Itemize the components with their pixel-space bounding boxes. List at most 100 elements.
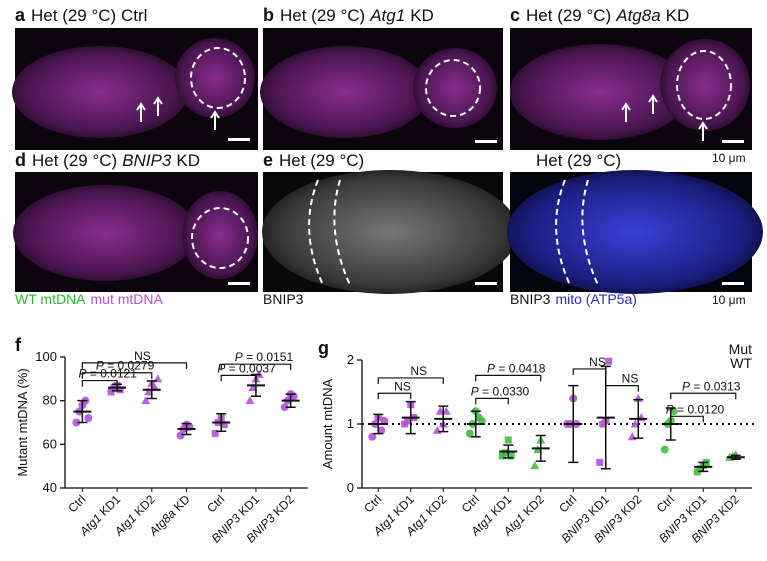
- data-point: [245, 396, 255, 405]
- title-part: KD: [176, 151, 200, 170]
- data-point: [504, 436, 512, 444]
- y-tick-label: 100: [35, 349, 57, 364]
- scale-bar-label: 10 μm: [712, 151, 746, 165]
- data-point: [465, 429, 474, 438]
- panel-letter: d: [15, 150, 26, 170]
- y-tick-label: 0: [347, 480, 354, 495]
- data-point: [507, 452, 515, 460]
- y-tick-label: 2: [347, 352, 354, 367]
- data-point: [660, 445, 669, 454]
- comparison-label: NS: [134, 349, 151, 363]
- image-d: [13, 172, 258, 292]
- title-part: Het (29 °C): [280, 6, 365, 25]
- data-point: [669, 407, 678, 416]
- y-tick-label: 80: [43, 393, 57, 408]
- title-part: BNIP3: [122, 151, 172, 170]
- data-point: [141, 396, 151, 405]
- data-point: [605, 357, 613, 365]
- panel-letter: a: [15, 5, 26, 25]
- image-b: [260, 28, 503, 150]
- title-part: Atg1: [369, 6, 405, 25]
- bracket: [670, 415, 704, 423]
- panel-title: b Het (29 °C) Atg1 KD: [263, 5, 434, 25]
- data-point: [176, 431, 185, 440]
- comparison-label: NS: [410, 364, 427, 378]
- title-part: Atg8a: [615, 6, 660, 25]
- comparison-label: P = 0.0120: [666, 402, 725, 416]
- legend-mito: mito (ATP5a): [555, 291, 636, 307]
- y-axis-label: Mutant mtDNA (%): [15, 368, 30, 476]
- bracket: [377, 377, 444, 384]
- legend: WT mtDNA mut mtDNA: [15, 291, 164, 307]
- bracket: [81, 379, 118, 387]
- legend-mut: mut mtDNA: [91, 291, 164, 307]
- data-point: [530, 461, 540, 470]
- bracket: [475, 397, 509, 405]
- data-point: [368, 432, 377, 441]
- panel-title: a Het (29 °C) Ctrl: [15, 5, 147, 25]
- bracket: [377, 392, 412, 400]
- panel-letter: f: [15, 335, 22, 355]
- bracket: [81, 372, 153, 379]
- data-point: [72, 418, 81, 427]
- y-tick-label: 60: [43, 436, 57, 451]
- bracket: [220, 363, 292, 371]
- y-axis-label: Amount mtDNA: [320, 379, 335, 470]
- panel-letter: e: [263, 150, 273, 170]
- legend-bnip3: BNIP3: [510, 291, 551, 307]
- data-point: [220, 421, 228, 429]
- data-point: [596, 458, 604, 466]
- comparison-label: P = 0.0279: [96, 359, 155, 373]
- title-part: Het (29 °C): [526, 6, 611, 25]
- panel-title: e Het (29 °C): [263, 150, 364, 170]
- data-point: [404, 417, 412, 425]
- title-part: KD: [410, 6, 434, 25]
- legend-wt: WT mtDNA: [15, 291, 86, 307]
- comparison-label: NS: [394, 379, 411, 393]
- bracket: [572, 368, 607, 375]
- comparison-label: NS: [589, 355, 606, 369]
- bracket: [670, 392, 737, 400]
- legend: BNIP3 mito (ATP5a): [510, 291, 637, 307]
- image-a: [12, 28, 258, 150]
- data-point: [477, 416, 486, 425]
- panel-letter: c: [510, 5, 520, 25]
- comparison-label: P = 0.0313: [682, 379, 741, 393]
- title-part: Het (29 °C): [32, 151, 117, 170]
- bracket: [475, 374, 542, 382]
- panel-title: d Het (29 °C) BNIP3 KD: [15, 150, 200, 170]
- data-point: [107, 388, 115, 396]
- data-point: [248, 383, 258, 392]
- data-point: [116, 386, 124, 394]
- data-point: [84, 414, 93, 423]
- bracket: [220, 374, 257, 382]
- comparison-label: NS: [622, 372, 639, 386]
- legend-entry: Mut: [729, 341, 752, 357]
- comparison-label: P = 0.0151: [235, 350, 294, 364]
- panel-title: c Het (29 °C) Atg8a KD: [510, 5, 689, 25]
- title-part: Het (29 °C) Ctrl: [31, 6, 147, 25]
- bracket: [605, 385, 639, 392]
- panel-letter: g: [318, 338, 329, 358]
- image-e: [262, 170, 518, 294]
- comparison-label: P = 0.0418: [487, 361, 546, 375]
- data-point: [731, 450, 741, 459]
- y-tick-label: 40: [43, 480, 57, 495]
- comparison-label: P = 0.0330: [471, 384, 530, 398]
- data-point: [280, 403, 289, 412]
- panel-letter: b: [263, 5, 274, 25]
- image-merge: [507, 170, 763, 294]
- legend-entry: WT: [730, 355, 752, 371]
- data-point: [501, 449, 509, 457]
- image-c: [510, 28, 752, 150]
- title-part: Het (29 °C): [279, 151, 364, 170]
- y-tick-label: 1: [347, 416, 354, 431]
- data-point: [377, 426, 386, 435]
- bracket: [81, 362, 188, 369]
- data-point: [380, 416, 389, 425]
- scale-bar-label: 10 μm: [712, 293, 746, 307]
- panel-title: Het (29 °C): [536, 151, 621, 170]
- data-point: [211, 429, 219, 437]
